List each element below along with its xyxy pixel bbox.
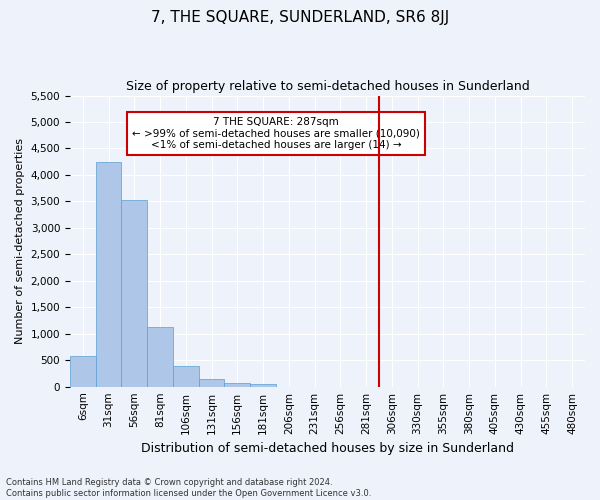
Title: Size of property relative to semi-detached houses in Sunderland: Size of property relative to semi-detach… xyxy=(125,80,529,93)
Text: Contains HM Land Registry data © Crown copyright and database right 2024.
Contai: Contains HM Land Registry data © Crown c… xyxy=(6,478,371,498)
Bar xyxy=(173,366,199,386)
Text: 7 THE SQUARE: 287sqm
← >99% of semi-detached houses are smaller (10,090)
<1% of : 7 THE SQUARE: 287sqm ← >99% of semi-deta… xyxy=(132,116,420,150)
X-axis label: Distribution of semi-detached houses by size in Sunderland: Distribution of semi-detached houses by … xyxy=(141,442,514,455)
Bar xyxy=(70,356,95,386)
Bar xyxy=(95,162,121,386)
Bar xyxy=(250,384,276,386)
Bar xyxy=(121,200,147,386)
Bar xyxy=(199,378,224,386)
Y-axis label: Number of semi-detached properties: Number of semi-detached properties xyxy=(15,138,25,344)
Bar xyxy=(147,327,173,386)
Bar xyxy=(224,383,250,386)
Text: 7, THE SQUARE, SUNDERLAND, SR6 8JJ: 7, THE SQUARE, SUNDERLAND, SR6 8JJ xyxy=(151,10,449,25)
